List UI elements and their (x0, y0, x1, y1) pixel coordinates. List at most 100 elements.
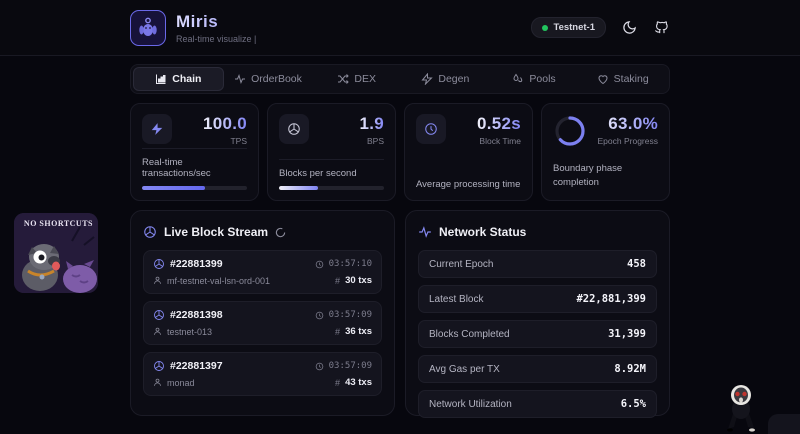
net-row-label: Network Utilization (429, 398, 512, 410)
mascot-illustration (727, 385, 755, 432)
box-tile-icon (279, 114, 309, 144)
bps-value: 1.9 (359, 114, 384, 133)
status-dot (542, 24, 549, 31)
hash-icon: # (335, 377, 341, 388)
block-row[interactable]: #22881397 03:57:09 monad # 43 txs (143, 352, 382, 396)
tab-orderbook[interactable]: OrderBook (224, 67, 313, 91)
block-row[interactable]: #22881399 03:57:10 mf-testnet-val-lsn-or… (143, 250, 382, 294)
clock-tile-icon (416, 114, 446, 144)
block-number: #22881397 (170, 360, 223, 372)
network-status-panel: Network Status Current Epoch 458 Latest … (405, 210, 670, 418)
activity-icon (419, 226, 431, 238)
main-tabbar: Chain OrderBook DEX Degen Pools Staking (130, 64, 670, 94)
spinner-icon (275, 227, 286, 237)
epoch-unit: Epoch Progress (597, 136, 658, 146)
net-row-value: 458 (627, 258, 646, 270)
block-txs: 43 txs (345, 377, 372, 388)
block-time: 03:57:09 (328, 310, 372, 320)
no-shortcuts-sticker: NO SHORTCUTS (14, 213, 98, 293)
bps-progress-track (279, 186, 384, 190)
hash-icon: # (335, 326, 341, 337)
bps-progress-fill (279, 186, 318, 190)
mascot-sticker (722, 381, 770, 433)
net-row-label: Avg Gas per TX (429, 363, 500, 375)
app-subtitle: Real-time visualize | (176, 33, 257, 44)
stat-card-blocktime: 0.52s Block Time Average processing time (404, 103, 533, 201)
zap-tile-icon (142, 114, 172, 144)
user-icon (154, 327, 161, 335)
activity-icon (235, 74, 246, 84)
tab-staking[interactable]: Staking (578, 67, 667, 91)
network-status-row: Latest Block #22,881,399 (418, 285, 657, 313)
creature-logo-icon (139, 17, 157, 36)
net-row-label: Current Epoch (429, 258, 494, 270)
stat-card-tps: 100.0 TPS Real-time transactions/sec (130, 103, 259, 201)
clock-icon (315, 362, 323, 370)
network-badge-label: Testnet-1 (553, 22, 595, 33)
block-validator: monad (167, 377, 195, 388)
cube-icon (154, 361, 164, 371)
block-number: #22881399 (170, 258, 223, 270)
clock-icon (315, 260, 323, 268)
tab-dex[interactable]: DEX (312, 67, 401, 91)
block-txs: 36 txs (345, 326, 372, 337)
cube-icon (144, 226, 156, 238)
app-logo (130, 9, 166, 46)
net-row-label: Latest Block (429, 293, 484, 305)
tab-pools[interactable]: Pools (490, 67, 579, 91)
hash-icon: # (335, 275, 341, 286)
tab-dex-label: DEX (354, 73, 376, 85)
github-icon (654, 21, 668, 34)
zap-icon (421, 73, 434, 85)
shuffle-icon (338, 74, 350, 84)
block-validator: testnet-013 (167, 326, 213, 337)
stat-card-bps: 1.9 BPS Blocks per second (267, 103, 396, 201)
tab-chain-label: Chain (172, 73, 202, 85)
network-badge[interactable]: Testnet-1 (531, 17, 606, 38)
blocktime-description: Average processing time (416, 179, 521, 190)
tps-progress-track (142, 186, 247, 190)
network-status-title: Network Status (439, 225, 527, 239)
live-block-stream-panel: Live Block Stream #22881399 03:57:10 mf-… (130, 210, 395, 416)
user-icon (154, 276, 161, 284)
app-title: Miris (176, 12, 256, 32)
epoch-value: 63.0% (598, 114, 658, 134)
block-number: #22881398 (170, 309, 223, 321)
block-stream-title: Live Block Stream (164, 225, 269, 239)
net-row-value: #22,881,399 (576, 293, 646, 305)
corner-card (768, 414, 800, 434)
block-row[interactable]: #22881398 03:57:09 testnet-013 # 36 txs (143, 301, 382, 345)
tps-description: Real-time transactions/sec (142, 148, 247, 179)
net-row-value: 6.5% (620, 398, 646, 410)
bps-unit: BPS (366, 136, 384, 146)
cube-icon (154, 259, 164, 269)
github-link-button[interactable] (652, 19, 670, 37)
user-icon (154, 378, 161, 386)
blocktime-value: 0.52s (476, 114, 521, 133)
tps-unit: TPS (230, 136, 247, 146)
tps-progress-fill (142, 186, 205, 190)
cube-icon (154, 310, 164, 320)
tps-value: 100.0 (202, 114, 247, 133)
net-row-label: Blocks Completed (429, 328, 510, 340)
droplets-icon (513, 73, 523, 83)
tab-degen-label: Degen (438, 73, 470, 85)
block-time: 03:57:09 (328, 361, 372, 371)
net-row-value: 31,399 (608, 328, 646, 340)
epoch-progress-ring (553, 114, 587, 148)
network-status-row: Current Epoch 458 (418, 250, 657, 278)
network-status-row: Blocks Completed 31,399 (418, 320, 657, 348)
tab-chain[interactable]: Chain (133, 67, 224, 91)
network-status-row: Network Utilization 6.5% (418, 390, 657, 418)
block-validator: mf-testnet-val-lsn-ord-001 (167, 275, 271, 286)
stat-card-epoch: 63.0% Epoch Progress Boundary phase comp… (541, 103, 670, 201)
tab-degen[interactable]: Degen (401, 67, 490, 91)
heart-icon (598, 75, 608, 85)
tab-orderbook-label: OrderBook (251, 73, 302, 85)
no-shortcuts-illustration (14, 213, 98, 293)
theme-toggle-button[interactable] (620, 19, 638, 37)
epoch-description: Boundary phase completion (553, 163, 623, 189)
no-shortcuts-label: NO SHORTCUTS (23, 219, 93, 228)
app-header: Miris Real-time visualize | Testnet-1 (0, 0, 800, 56)
blocktime-unit: Block Time (479, 136, 521, 146)
